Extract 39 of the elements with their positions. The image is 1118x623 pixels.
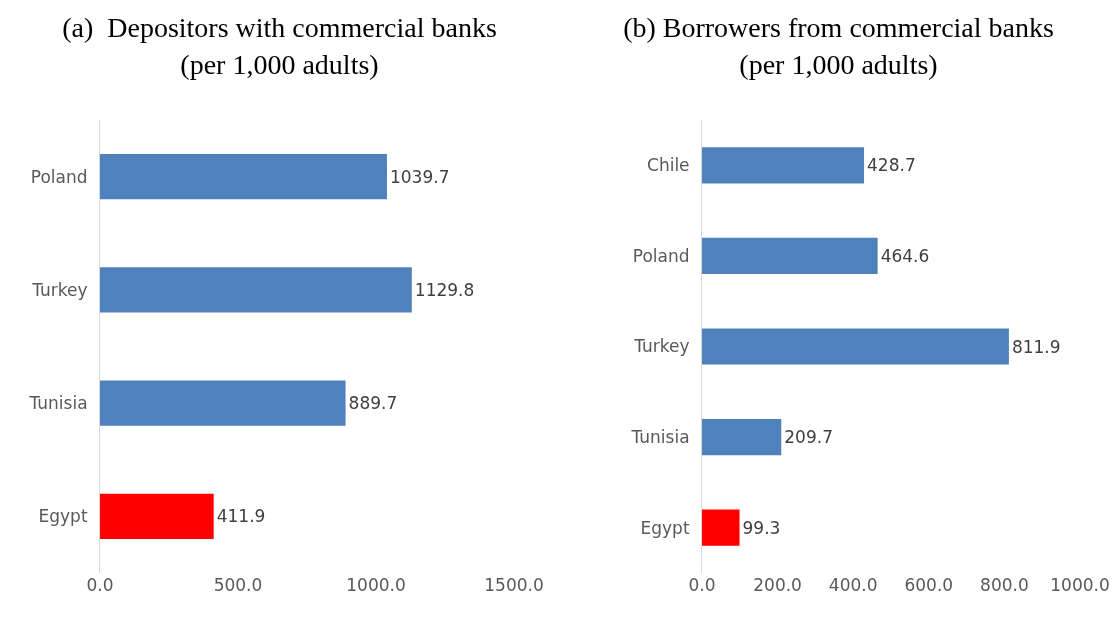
y-tick-label: Turkey — [31, 279, 88, 300]
x-tick-label: 200.0 — [753, 575, 802, 595]
x-tick-label: 600.0 — [904, 575, 954, 595]
bar — [702, 237, 878, 275]
data-label: 411.9 — [216, 506, 266, 527]
y-tick-label: Egypt — [38, 506, 88, 527]
x-tick-label: 1500.0 — [484, 575, 544, 595]
y-tick-label: Poland — [632, 245, 690, 266]
y-tick-label: Turkey — [633, 336, 690, 357]
bar — [702, 147, 865, 184]
bar — [100, 380, 346, 426]
bar — [702, 328, 1009, 365]
x-tick-label: 400.0 — [828, 575, 878, 595]
data-label: 99.3 — [742, 517, 781, 538]
x-tick-label: 800.0 — [980, 575, 1029, 595]
data-label: 889.7 — [348, 393, 398, 414]
x-tick-label: 1000.0 — [346, 575, 406, 595]
bar — [702, 418, 782, 456]
y-tick-label: Poland — [30, 166, 88, 187]
x-tick-label: 0.0 — [688, 575, 716, 595]
data-label: 428.7 — [867, 155, 916, 176]
chart-title: (a) Depositors with commercial banks (per 1,000 adults) — [62, 12, 497, 80]
y-tick-label: Chile — [647, 155, 690, 176]
y-tick-label: Tunisia — [630, 427, 690, 448]
bar — [100, 153, 387, 200]
bar — [100, 267, 412, 313]
bar — [100, 493, 214, 540]
x-tick-label: 1000.0 — [1050, 575, 1110, 595]
chart-title: (b) Borrowers from commercial banks (per 1,000 adults) — [623, 12, 1054, 80]
x-tick-label: 0.0 — [86, 575, 114, 595]
data-label: 1039.7 — [389, 166, 450, 187]
x-tick-label: 500.0 — [213, 575, 263, 595]
data-label: 464.6 — [880, 245, 930, 266]
data-label: 209.7 — [784, 427, 833, 448]
data-label: 811.9 — [1011, 336, 1061, 357]
data-label: 1129.8 — [414, 279, 475, 300]
y-tick-label: Egypt — [640, 517, 690, 538]
y-tick-label: Tunisia — [28, 393, 88, 414]
bar — [702, 509, 740, 546]
